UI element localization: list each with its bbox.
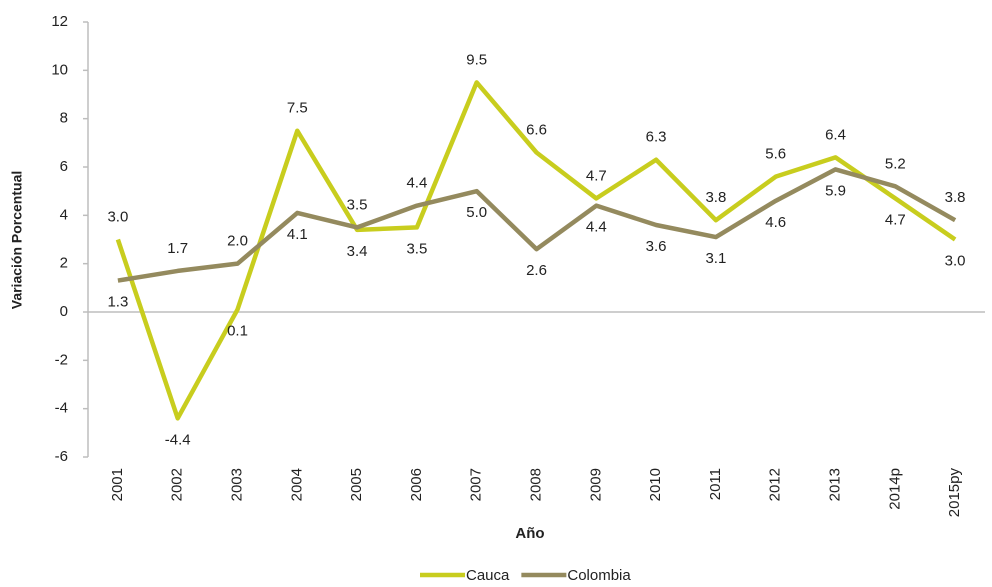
x-tick-label: 2005 xyxy=(348,468,365,501)
y-tick-label: 2 xyxy=(60,255,68,272)
data-label: 0.1 xyxy=(227,323,248,340)
data-label: 3.6 xyxy=(646,238,667,255)
data-label: 6.4 xyxy=(825,126,846,143)
data-label: 3.1 xyxy=(705,250,726,267)
data-label: 3.0 xyxy=(107,208,128,225)
x-tick-label: 2015py xyxy=(946,468,963,518)
x-tick-label: 2008 xyxy=(527,468,544,501)
y-tick-label: 0 xyxy=(60,303,68,320)
y-tick-label: -2 xyxy=(55,351,68,368)
x-tick-label: 2009 xyxy=(587,468,604,501)
series-line xyxy=(115,80,957,421)
data-label: 7.5 xyxy=(287,100,308,117)
x-tick-label: 2002 xyxy=(169,468,186,501)
x-tick-label: 2003 xyxy=(228,468,245,501)
data-label: 4.6 xyxy=(765,214,786,231)
x-tick-label: 2010 xyxy=(647,468,664,501)
data-label: 5.2 xyxy=(885,155,906,172)
data-label: 4.1 xyxy=(287,226,308,243)
data-label: 3.0 xyxy=(945,252,966,269)
data-label: 4.7 xyxy=(885,211,906,228)
x-tick-label: 2004 xyxy=(288,468,305,501)
data-label: 1.7 xyxy=(167,240,188,257)
y-axis-label: Variación Porcentual xyxy=(9,171,25,310)
data-label: 4.4 xyxy=(406,175,427,192)
legend-label: Colombia xyxy=(567,567,631,584)
data-label: 2.6 xyxy=(526,262,547,279)
data-label: 4.7 xyxy=(586,167,607,184)
data-label: 6.6 xyxy=(526,121,547,138)
data-label: 5.6 xyxy=(765,146,786,163)
data-label: 3.5 xyxy=(406,240,427,257)
data-label: 5.0 xyxy=(466,204,487,221)
y-tick-label: 10 xyxy=(51,61,68,78)
y-tick-label: 12 xyxy=(51,13,68,30)
data-label: 9.5 xyxy=(466,51,487,68)
x-tick-label: 2006 xyxy=(408,468,425,501)
data-label: 3.8 xyxy=(705,189,726,206)
series-line xyxy=(117,167,957,283)
data-label: -4.4 xyxy=(165,431,191,448)
data-label: 3.8 xyxy=(945,189,966,206)
data-label: 4.4 xyxy=(586,219,607,236)
x-tick-label: 2001 xyxy=(109,468,126,501)
x-tick-label: 2014p xyxy=(886,468,903,510)
data-label: 5.9 xyxy=(825,182,846,199)
y-tick-label: 8 xyxy=(60,110,68,127)
data-label: 6.3 xyxy=(646,129,667,146)
x-axis-label: Año xyxy=(515,525,544,542)
legend-label: Cauca xyxy=(466,567,510,584)
x-tick-label: 2013 xyxy=(826,468,843,501)
x-tick-label: 2011 xyxy=(707,468,724,500)
data-label: 3.4 xyxy=(347,243,368,260)
data-label: 2.0 xyxy=(227,233,248,250)
data-label: 1.3 xyxy=(107,294,128,311)
data-label: 3.5 xyxy=(347,196,368,213)
x-tick-label: 2007 xyxy=(468,468,485,501)
y-tick-label: 6 xyxy=(60,158,68,175)
y-tick-label: -4 xyxy=(55,400,68,417)
y-tick-label: 4 xyxy=(60,206,68,223)
y-tick-label: -6 xyxy=(55,448,68,465)
x-tick-label: 2012 xyxy=(767,468,784,501)
